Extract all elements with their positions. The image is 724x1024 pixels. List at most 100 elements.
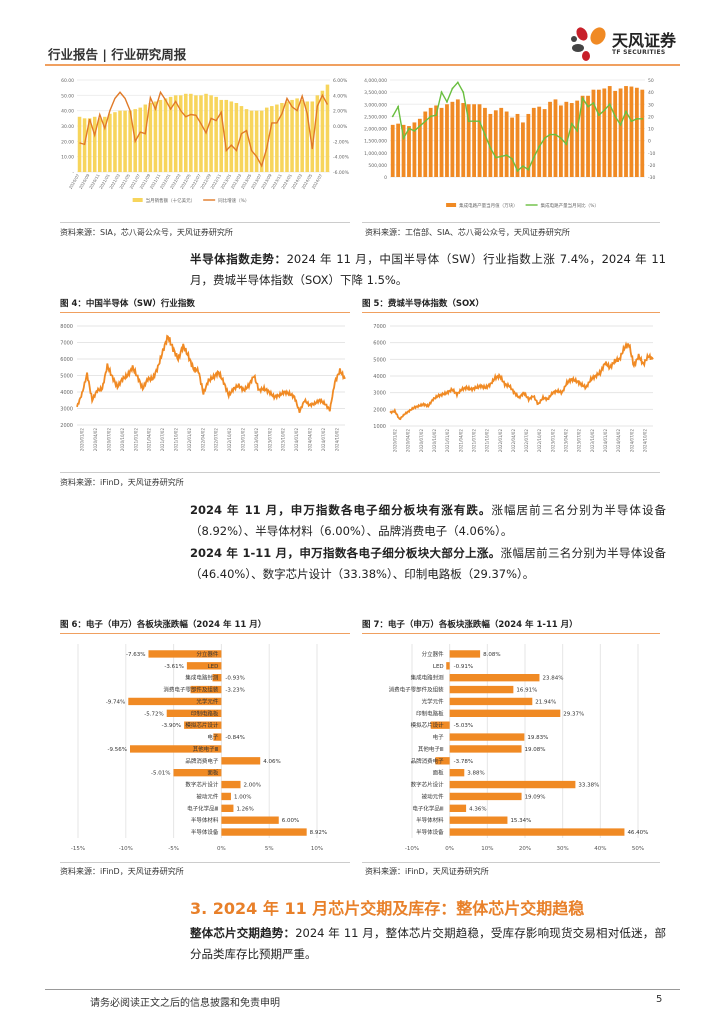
value-label: -9.56% <box>108 747 127 753</box>
x-tick-label: 2022/10/02 <box>537 429 542 453</box>
line-point <box>413 130 416 132</box>
x-tick-label: 2020/07/02 <box>419 429 424 453</box>
bar <box>434 105 439 177</box>
bar <box>548 101 552 177</box>
y-tick-label: 40.00 <box>61 109 74 115</box>
x-tick-label: 20% <box>519 846 531 852</box>
bar <box>130 745 222 753</box>
bar <box>108 113 112 172</box>
y-tick-label: 500,000 <box>368 163 387 169</box>
category-label: 电子化学品Ⅲ <box>412 804 444 812</box>
para-text: 2024 年 11 月，中国半导体（SW）行业指数上涨 7.4%，2024 年 … <box>190 252 666 287</box>
bar <box>270 106 274 172</box>
x-tick-label: 2020/04/02 <box>93 428 98 452</box>
category-label: 半导体材料 <box>416 816 444 824</box>
bar <box>466 104 471 177</box>
x-tick-label: 2022/04/02 <box>511 429 516 453</box>
y-tick-label: 0 <box>384 175 387 181</box>
series-line <box>79 90 329 168</box>
category-label: 数字芯片设计 <box>411 781 445 789</box>
bar <box>315 95 320 172</box>
value-label: -0.93% <box>225 676 244 682</box>
chart-sox-index: 1000 2000 3000 4000 5000 6000 7000 2020/01/02 20… <box>373 324 654 453</box>
para-text: 涨幅居前三名分别为半导体设备（8.92%）、半导体材料（6.00%）、品牌消费电… <box>190 503 666 538</box>
bar <box>234 103 239 172</box>
paragraph-index-trend: 半导体指数走势：2024 年 11 月，中国半导体（SW）行业指数上涨 7.4%… <box>190 249 666 291</box>
x-tick-label: 2021/01/02 <box>133 428 138 452</box>
bar <box>504 111 509 177</box>
para-lead: 半导体指数走势： <box>190 252 287 266</box>
category-label: LED <box>208 664 219 670</box>
x-tick-label: 2024/07/02 <box>321 428 326 452</box>
x-tick-label: 2023/01/02 <box>241 428 246 452</box>
bar <box>113 112 117 172</box>
y2-tick-label: 20 <box>648 114 654 120</box>
bar <box>87 118 92 172</box>
x-tick-label: 10% <box>481 846 493 852</box>
paragraph-lead-time: 整体芯片交期趋势：2024 年 11 月，整体芯片交期趋稳，受库存影响现货交易相… <box>190 923 666 965</box>
bar <box>199 95 203 172</box>
y-tick-label: 20.00 <box>61 139 74 145</box>
index-line <box>389 341 654 421</box>
bar <box>449 792 522 801</box>
y-tick-label: 1,000,000 <box>364 151 387 157</box>
y2-tick-label: 50 <box>648 78 654 84</box>
bar <box>445 104 449 177</box>
y2-tick-label: -10 <box>648 151 655 157</box>
bar <box>290 99 294 172</box>
bar <box>305 101 310 172</box>
bar <box>128 697 222 706</box>
bar <box>407 126 411 177</box>
source-note: 资料来源：iFinD，天风证券研究所 <box>365 867 489 876</box>
y-tick-label: 4000 <box>60 390 73 396</box>
category-label: 被动元件 <box>196 792 219 800</box>
bar <box>92 116 97 172</box>
bar <box>449 780 576 789</box>
bar <box>77 116 82 172</box>
bar <box>488 113 493 177</box>
header-divider <box>45 64 680 66</box>
bar <box>212 674 222 682</box>
bar <box>259 110 264 172</box>
chart-sector-change-nov: -15% -10% -5% 0% 5% 10% 分立器件 -7.63% LED -3.61%集成电… <box>71 644 327 852</box>
chart-semiconductor-sales: - 10.00 20.00 30.00 40.00 50.00 60.00 -6.00% -4.… <box>61 78 350 204</box>
x-tick-label: -10% <box>405 846 419 852</box>
bar <box>461 103 466 177</box>
chart-sector-change-ytd: -10% 0% 10% 20% 30% 40% 50% 分立器件 8.08% LED -0.91% 集… <box>389 644 648 852</box>
x-tick-label: 2020/04/02 <box>406 429 411 453</box>
x-tick-label: 2021/10/02 <box>485 429 490 453</box>
bar <box>184 721 222 729</box>
bar <box>446 662 450 670</box>
bar <box>586 95 590 177</box>
y-tick-label: 8000 <box>60 324 73 330</box>
bar <box>310 101 315 172</box>
category-label: 消费电子零部件及组装 <box>163 686 219 694</box>
bar <box>477 104 482 177</box>
y-tick-label: 3000 <box>373 391 386 397</box>
category-label: LED <box>433 664 444 670</box>
y-tick-label: 7000 <box>373 324 386 330</box>
flower-logo-icon <box>571 27 606 61</box>
value-label: -0.91% <box>454 664 473 670</box>
bar <box>634 87 639 177</box>
figure-title: 图 7：电子（申万）各板块涨跌幅（2024 年 1-11 月） <box>362 618 660 634</box>
x-tick-label: 2021/07/02 <box>160 428 165 452</box>
bar <box>510 117 514 177</box>
line-point <box>473 120 475 123</box>
bar <box>449 745 522 753</box>
x-tick-label: 2022/07/02 <box>214 428 219 452</box>
bar <box>178 95 183 172</box>
x-tick-label: -5% <box>168 846 179 852</box>
x-tick-label: 2020/10/02 <box>120 428 125 452</box>
category-label: 印制电路板 <box>416 709 444 717</box>
line-point <box>440 91 443 94</box>
value-label: 23.84% <box>542 676 563 682</box>
bar <box>285 101 289 172</box>
bar <box>449 804 467 812</box>
bar <box>449 709 561 717</box>
bar <box>602 88 607 177</box>
source-note: 资料来源：iFinD，天风证券研究所 <box>60 478 184 487</box>
bar <box>194 95 198 172</box>
bar <box>624 86 628 177</box>
line-point <box>532 156 535 159</box>
